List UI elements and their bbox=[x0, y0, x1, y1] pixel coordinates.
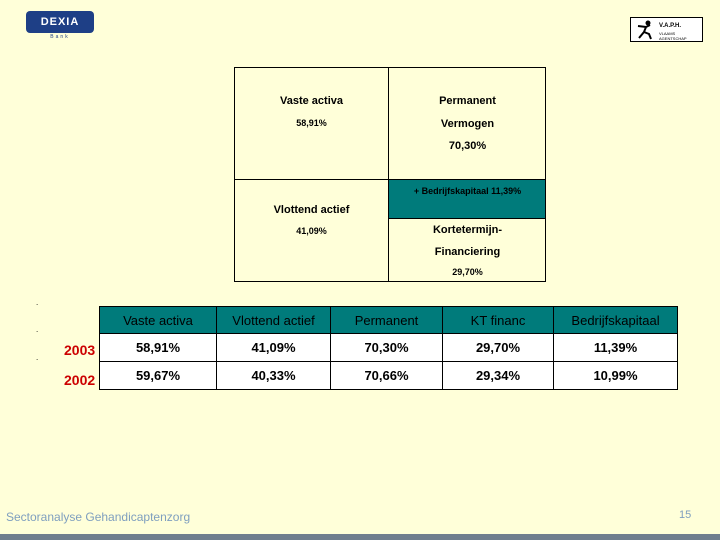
balance-diagram: Vaste activa 58,91% Permanent Vermogen 7… bbox=[234, 67, 546, 282]
bedrijfskapitaal-box bbox=[388, 179, 546, 219]
kortetermijn-financiering-box bbox=[388, 218, 546, 282]
vlottend-actief-box bbox=[234, 179, 389, 282]
table-row: 58,91% 41,09% 70,30% 29,70% 11,39% bbox=[99, 333, 678, 362]
table-row: 59,67% 40,33% 70,66% 29,34% 10,99% bbox=[99, 361, 678, 390]
vaph-logo-title: V.A.P.H. bbox=[659, 23, 682, 29]
year-label-2002: 2002 bbox=[64, 372, 96, 388]
col-header-kt-financ: KT financ bbox=[442, 306, 554, 334]
vlottend-actief-title: Vlottend actief bbox=[273, 204, 350, 216]
permanent-value: 70,30% bbox=[448, 140, 487, 152]
table-cell: 10,99% bbox=[553, 361, 678, 390]
table-cell: 59,67% bbox=[99, 361, 217, 390]
bottom-bar bbox=[0, 534, 720, 540]
vaste-activa-value: 58,91% bbox=[296, 118, 327, 128]
col-header-bedrijfskapitaal: Bedrijfskapitaal bbox=[553, 306, 678, 334]
bullet-dot: . bbox=[36, 325, 39, 334]
vaste-activa-title: Vaste activa bbox=[280, 95, 343, 107]
table-cell: 29,70% bbox=[442, 333, 554, 362]
table-header-row: Vaste activa Vlottend actief Permanent K… bbox=[99, 306, 678, 334]
footer-title: Sectoranalyse Gehandicaptenzorg bbox=[6, 510, 191, 524]
dexia-logo: DEXIA bbox=[26, 11, 94, 33]
table-cell: 41,09% bbox=[216, 333, 331, 362]
kortetermijn-title: Kortetermijn- bbox=[432, 224, 503, 236]
vaph-logo: V.A.P.H. VLAAMS AGENTSCHAP bbox=[630, 17, 703, 42]
vlottend-actief-value: 41,09% bbox=[296, 226, 327, 236]
dexia-logo-sub: Bank bbox=[50, 34, 70, 40]
bedrijfskapitaal-label: + Bedrijfskapitaal 11,39% bbox=[413, 186, 522, 196]
table-cell: 11,39% bbox=[553, 333, 678, 362]
col-header-permanent: Permanent bbox=[330, 306, 443, 334]
table-cell: 40,33% bbox=[216, 361, 331, 390]
bullet-dot: . bbox=[36, 298, 39, 307]
dexia-logo-text: DEXIA bbox=[40, 16, 80, 28]
table-cell: 70,30% bbox=[330, 333, 443, 362]
bullet-dot: . bbox=[36, 353, 39, 362]
kortetermijn-value: 29,70% bbox=[452, 267, 483, 277]
vaph-logo-subtitle: VLAAMS AGENTSCHAP bbox=[659, 31, 687, 41]
table-cell: 29,34% bbox=[442, 361, 554, 390]
ratio-table: Vaste activa Vlottend actief Permanent K… bbox=[99, 306, 678, 390]
permanent-title: Permanent bbox=[439, 95, 496, 107]
vermogen-title: Vermogen bbox=[440, 118, 495, 130]
table-cell: 58,91% bbox=[99, 333, 217, 362]
person-icon bbox=[637, 20, 652, 40]
table-cell: 70,66% bbox=[330, 361, 443, 390]
col-header-vaste-activa: Vaste activa bbox=[99, 306, 217, 334]
financiering-title: Financiering bbox=[434, 246, 501, 258]
year-label-2003: 2003 bbox=[64, 342, 96, 358]
col-header-vlottend-actief: Vlottend actief bbox=[216, 306, 331, 334]
page-number: 15 bbox=[679, 509, 692, 521]
